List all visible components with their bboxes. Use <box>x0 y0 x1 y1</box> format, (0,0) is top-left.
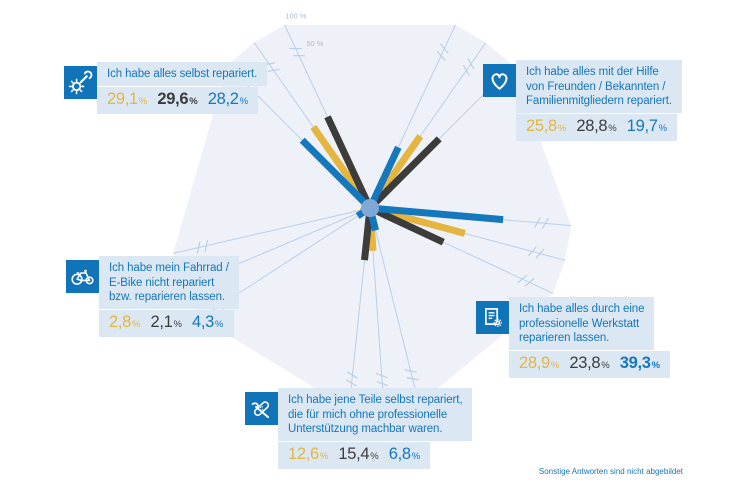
card-hilfe-freunde: Ich habe alles mit der Hilfe von Freunde… <box>483 60 682 141</box>
card-label: Ich habe mein Fahrrad / E-Bike nicht rep… <box>99 256 239 309</box>
label-line: Familienmitgliedern repariert. <box>526 95 672 107</box>
label-line: Ich habe jene Teile selbst repariert, <box>288 394 463 406</box>
label-line: bzw. reparieren lassen. <box>109 291 225 303</box>
value-dark: 23,8% <box>569 353 610 372</box>
card-label: Ich habe alles selbst repariert. <box>97 62 268 86</box>
value-dark: 29,6% <box>157 89 198 108</box>
label-line: von Freunden / Bekannten / <box>526 80 666 93</box>
value-blue: 4,3% <box>192 312 224 331</box>
value-gold: 2,8% <box>109 312 141 331</box>
value-dark: 2,1% <box>150 312 183 331</box>
card-values: 28,9% 23,8% 39,3% <box>509 350 671 378</box>
label-line: Ich habe alles durch eine <box>519 303 645 315</box>
label-line: reparieren lassen. <box>519 332 610 344</box>
value-gold: 28,9% <box>519 353 560 372</box>
card-values: 12,6% 15,4% 6,8% <box>278 441 431 469</box>
label-line: die für mich ohne professionelle <box>288 408 448 421</box>
label-line: Unterstützung machbar waren. <box>288 423 443 435</box>
value-gold: 29,1% <box>107 89 148 108</box>
value-blue: 19,7% <box>626 116 668 135</box>
value-blue: 28,2% <box>207 89 249 108</box>
card-label: Ich habe alles mit der Hilfe von Freunde… <box>516 60 682 113</box>
footnote: Sonstige Antworten sind nicht abgebildet <box>538 467 683 476</box>
value-dark: 28,8% <box>576 116 617 135</box>
label-line: E-Bike nicht repariert <box>109 276 215 289</box>
value-gold: 12,6% <box>288 444 329 463</box>
label-line: Ich habe alles mit der Hilfe <box>526 66 659 78</box>
document-gear-icon <box>476 301 509 334</box>
card-selbst-repariert: Ich habe alles selbst repariert. 29,1% 2… <box>64 62 268 114</box>
card-werkstatt: Ich habe alles durch eine professionelle… <box>476 297 671 378</box>
value-gold: 25,8% <box>526 116 567 135</box>
card-label: Ich habe jene Teile selbst repariert, di… <box>278 388 473 441</box>
scale-label-100: 100 % <box>285 12 307 21</box>
card-values: 2,8% 2,1% 4,3% <box>99 309 234 337</box>
value-blue: 6,8% <box>388 444 421 463</box>
wrench-plaster-icon <box>245 392 278 425</box>
card-nicht-repariert: Ich habe mein Fahrrad / E-Bike nicht rep… <box>66 256 239 337</box>
label-line: professionelle Werkstatt <box>519 317 640 330</box>
value-dark: 15,4% <box>338 444 379 463</box>
label-line: Ich habe mein Fahrrad / <box>109 262 229 274</box>
scale-label-50: 50 % <box>306 39 323 48</box>
gear-wrench-icon <box>64 66 97 99</box>
bicycle-icon <box>66 260 99 293</box>
heart-icon <box>483 64 516 97</box>
card-label: Ich habe alles durch eine professionelle… <box>509 297 655 350</box>
value-blue: 39,3% <box>619 353 661 372</box>
card-values: 25,8% 28,8% 19,7% <box>516 113 678 141</box>
card-teile-selbst: Ich habe jene Teile selbst repariert, di… <box>245 388 473 469</box>
label-line: Ich habe alles selbst repariert. <box>107 68 258 80</box>
card-values: 29,1% 29,6% 28,2% <box>97 86 259 114</box>
